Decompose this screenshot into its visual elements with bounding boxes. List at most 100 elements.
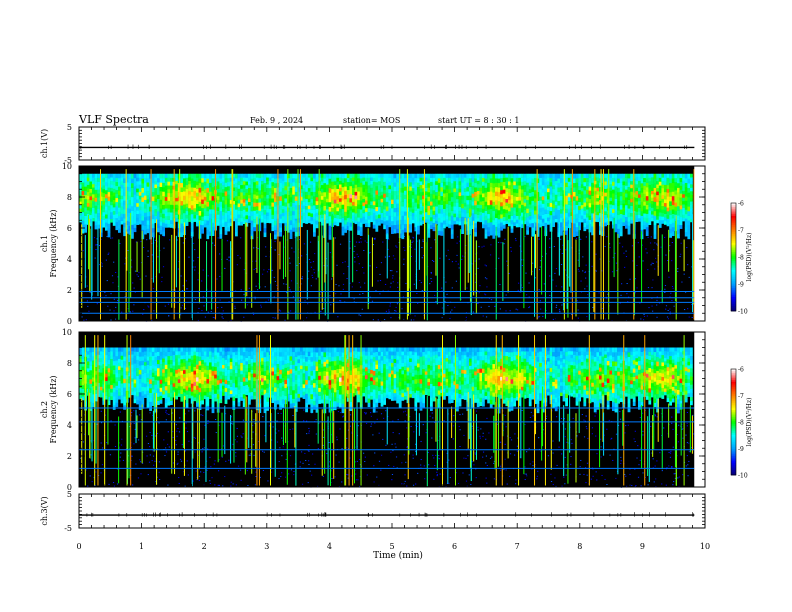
spectral-cell — [679, 173, 683, 178]
spectral-cell — [102, 173, 106, 178]
spectral-cell — [229, 196, 233, 201]
spectral-cell — [690, 215, 693, 219]
spectral-cell — [643, 173, 646, 178]
spectral-cell — [497, 223, 501, 229]
spectral-speckle — [292, 296, 295, 298]
spectral-speckle — [652, 279, 654, 281]
spectral-cell — [346, 205, 350, 211]
spectral-cell — [81, 177, 85, 183]
spectral-cell — [357, 182, 360, 188]
spectral-cell — [198, 219, 202, 225]
spectral-cell — [687, 215, 691, 221]
spectral-cell — [105, 189, 108, 195]
spectral-cell — [651, 207, 654, 212]
spectral-cell — [232, 204, 236, 208]
spectral-cell — [671, 191, 675, 197]
spectral-cell — [461, 186, 464, 192]
spectral-cell — [393, 190, 397, 196]
spectral-speckle — [130, 412, 133, 414]
spectral-cell — [261, 198, 264, 202]
spectral-cell — [248, 201, 251, 206]
spectral-cell — [175, 183, 178, 188]
spectral-speckle — [390, 317, 392, 319]
spectral-cell — [549, 202, 553, 207]
spectral-speckle — [485, 294, 487, 296]
spectral-cell — [120, 184, 124, 189]
spectral-cell — [328, 197, 332, 203]
spectral-speckle — [532, 465, 534, 467]
spectral-cell — [136, 210, 139, 215]
spectral-cell — [123, 182, 126, 188]
spectral-cell — [388, 173, 392, 178]
spectral-cell — [102, 196, 106, 201]
spectral-cell — [510, 182, 514, 187]
spectral-speckle — [90, 292, 92, 294]
spectral-cell — [489, 204, 493, 210]
spectral-cell — [554, 204, 558, 209]
spectral-cell — [211, 209, 215, 214]
spectral-cell — [146, 177, 150, 183]
spectral-cell — [599, 182, 602, 188]
spectral-cell — [112, 210, 116, 215]
spectral-cell — [474, 173, 477, 179]
spectral-speckle — [494, 305, 496, 307]
spectral-cell — [510, 211, 514, 217]
spectral-speckle — [669, 296, 671, 298]
spectral-cell — [645, 191, 649, 197]
spectral-cell — [86, 181, 90, 185]
spectral-speckle — [636, 264, 638, 266]
spectral-cell — [281, 198, 285, 203]
spectral-cell — [167, 185, 171, 190]
spectral-speckle — [562, 244, 564, 246]
spectral-cell — [635, 214, 639, 219]
spectral-cell — [154, 184, 158, 189]
spectral-cell — [136, 217, 139, 222]
spectral-cell — [411, 219, 415, 224]
spectral-speckle — [549, 246, 551, 248]
spectral-cell — [471, 205, 475, 210]
spectral-cell — [669, 182, 672, 188]
spectral-cell — [333, 206, 337, 211]
spectral-cell — [159, 225, 163, 231]
spectral-cell — [206, 215, 210, 221]
spectral-cell — [638, 180, 641, 185]
spectral-speckle — [669, 245, 671, 247]
spectral-speckle — [377, 319, 379, 321]
spectral-cell — [198, 196, 202, 202]
spectral-cell — [510, 203, 514, 208]
spectral-cell — [443, 177, 446, 182]
spectral-cell — [492, 187, 496, 193]
spectral-cell — [401, 234, 405, 240]
spectral-cell — [401, 220, 405, 226]
spectral-speckle — [434, 294, 436, 296]
spectral-speckle — [396, 303, 399, 305]
spectral-speckle — [668, 276, 670, 278]
spectral-cell — [622, 210, 626, 215]
spectral-cell — [302, 180, 306, 185]
spectral-cell — [684, 173, 688, 179]
y-tick-label: 0 — [67, 317, 72, 326]
spectral-cell — [287, 186, 290, 191]
spectral-cell — [432, 181, 436, 187]
spectral-cell — [630, 216, 633, 221]
spectral-cell — [461, 216, 464, 222]
spectral-cell — [565, 217, 568, 222]
spectral-cell — [427, 223, 431, 229]
spectral-cell — [658, 189, 662, 194]
spectral-cell — [268, 184, 272, 189]
spectral-cell — [523, 213, 527, 218]
spectral-cell — [500, 206, 503, 211]
spectral-cell — [144, 173, 147, 179]
spectral-cell — [578, 181, 581, 187]
spectral-cell — [482, 177, 485, 182]
spectral-cell — [180, 182, 184, 188]
spectral-speckle — [475, 477, 477, 479]
spectral-cell — [505, 212, 509, 217]
spectral-speckle — [346, 447, 348, 449]
spectral-cell — [596, 190, 600, 195]
spectral-cell — [690, 197, 693, 202]
spectral-cell — [531, 204, 535, 210]
spectral-cell — [346, 213, 350, 219]
spectral-speckle — [358, 263, 360, 265]
spectral-cell — [107, 227, 111, 233]
